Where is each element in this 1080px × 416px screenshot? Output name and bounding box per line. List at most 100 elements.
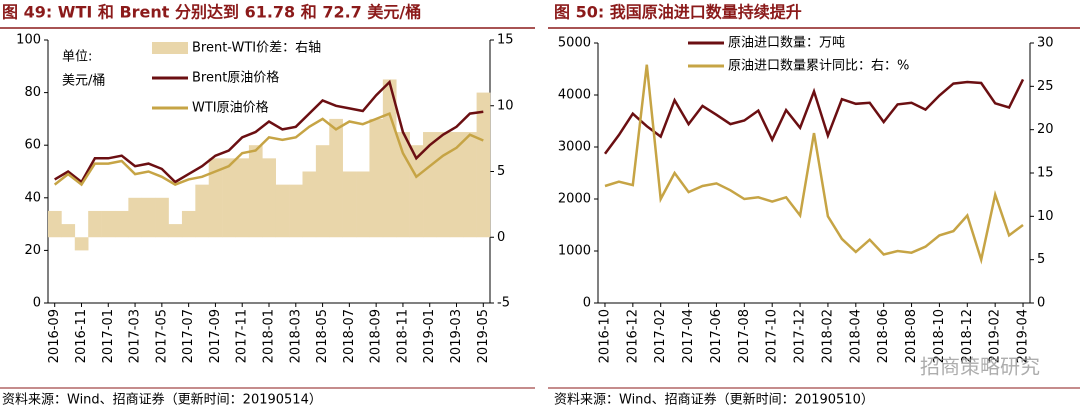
line: [603, 78, 1025, 155]
x-tick-label: 2019-02: [988, 309, 1003, 363]
x-tick-label: 2017-04: [681, 309, 696, 363]
y-tick-label: 2000: [558, 192, 591, 207]
y-tick-label: 100: [16, 33, 41, 48]
x-tick-label: 2016-12: [625, 309, 640, 363]
x-tick-label: 2016-11: [74, 309, 89, 363]
x-tick-label: 2017-09: [208, 309, 223, 363]
y2-tick-label: 15: [497, 33, 514, 48]
legend-label: 原油进口数量：万吨: [728, 36, 845, 51]
bar: [315, 145, 330, 238]
y-tick-label: 0: [33, 296, 41, 311]
x-tick-label: 2018-03: [288, 309, 303, 363]
x-tick-label: 2018-12: [960, 309, 975, 363]
bar: [262, 158, 276, 238]
bar: [114, 210, 129, 238]
bar: [369, 118, 384, 238]
y2-tick-label: 10: [497, 98, 514, 113]
bar: [61, 224, 76, 238]
bar: [141, 197, 156, 238]
bar: [423, 132, 437, 238]
bar: [302, 171, 317, 238]
x-tick-label: 2017-08: [737, 309, 752, 363]
bar: [409, 145, 424, 238]
y2-tick-label: 0: [497, 230, 505, 245]
x-tick-label: 2019-03: [449, 309, 464, 363]
bar: [342, 171, 357, 238]
y2-tick-label: 0: [1037, 296, 1045, 311]
y-tick-label: 1000: [558, 244, 591, 259]
x-tick-label: 2018-10: [932, 309, 947, 363]
y2-tick-label: 20: [1037, 122, 1054, 137]
bar: [235, 158, 250, 238]
x-tick-label: 2018-09: [369, 309, 384, 363]
y2-tick-label: 25: [1037, 79, 1054, 94]
bar: [289, 184, 303, 238]
bar: [168, 224, 183, 238]
bar: [208, 158, 223, 238]
x-tick-label: 2018-06: [876, 309, 891, 363]
x-tick-label: 2018-02: [820, 309, 835, 363]
y-tick-label: 3000: [558, 140, 591, 155]
legend-label: Brent-WTI价差：右轴: [192, 41, 321, 56]
bar: [463, 132, 477, 238]
x-tick-label: 2019-01: [422, 309, 437, 363]
bar: [222, 158, 236, 238]
x-tick-label: 2016-09: [47, 309, 62, 363]
y-tick-label: 40: [24, 190, 41, 205]
chart-title: 图 49: WTI 和 Brent 分别达到 61.78 和 72.7 美元/桶: [2, 3, 421, 22]
y2-tick-label: -5: [497, 296, 510, 311]
bar: [101, 210, 116, 238]
legend-label: Brent原油价格: [192, 70, 279, 86]
y-tick-label: 0: [583, 296, 591, 311]
line: [53, 111, 484, 187]
unit-label: 单位:: [62, 50, 92, 65]
y-tick-label: 60: [24, 138, 41, 153]
x-tick-label: 2018-11: [395, 309, 410, 363]
bar: [275, 184, 290, 238]
x-tick-label: 2017-10: [765, 309, 780, 363]
x-tick-label: 2017-11: [235, 309, 250, 363]
y-tick-label: 80: [24, 85, 41, 100]
bar: [449, 132, 464, 238]
watermark: 招商策略研究: [920, 355, 1040, 379]
bar: [476, 92, 491, 238]
y-tick-label: 20: [24, 243, 41, 258]
source: 资料来源：Wind、招商证券（更新时间：20190514）: [2, 392, 322, 408]
x-tick-label: 2018-01: [262, 309, 277, 363]
x-tick-label: 2018-07: [342, 309, 357, 363]
line: [604, 64, 1024, 265]
bar: [195, 184, 210, 238]
bar: [48, 210, 62, 238]
bar: [396, 132, 410, 238]
bar: [88, 210, 102, 238]
chart-title: 图 50: 我国原油进口数量持续提升: [554, 3, 802, 22]
legend-swatch: [152, 42, 188, 54]
legend-label: WTI原油价格: [192, 100, 269, 116]
x-tick-label: 2019-05: [476, 309, 491, 363]
bar: [74, 237, 89, 251]
x-tick-label: 2017-12: [793, 309, 808, 363]
bar: [436, 132, 451, 238]
x-tick-label: 2016-10: [597, 309, 612, 363]
source: 资料来源：Wind、招商证券（更新时间：20190510）: [554, 392, 874, 408]
bar: [155, 197, 169, 238]
bar: [248, 145, 263, 238]
y-tick-label: 5000: [558, 36, 591, 51]
bar: [329, 118, 343, 238]
x-tick-label: 2018-05: [315, 309, 330, 363]
y2-tick-label: 5: [497, 164, 505, 179]
line: [54, 79, 484, 184]
x-tick-label: 2019-04: [1016, 309, 1031, 363]
x-tick-label: 2018-08: [904, 309, 919, 363]
x-tick-label: 2017-07: [181, 309, 196, 363]
x-tick-label: 2017-01: [101, 309, 116, 363]
y2-tick-label: 10: [1037, 209, 1054, 224]
legend-label: 原油进口数量累计同比：右：%: [728, 59, 909, 74]
x-tick-label: 2017-03: [128, 309, 143, 363]
bar: [128, 197, 143, 238]
bar: [181, 210, 196, 238]
x-tick-label: 2017-06: [709, 309, 724, 363]
bar: [356, 171, 370, 238]
y2-tick-label: 30: [1037, 36, 1054, 51]
